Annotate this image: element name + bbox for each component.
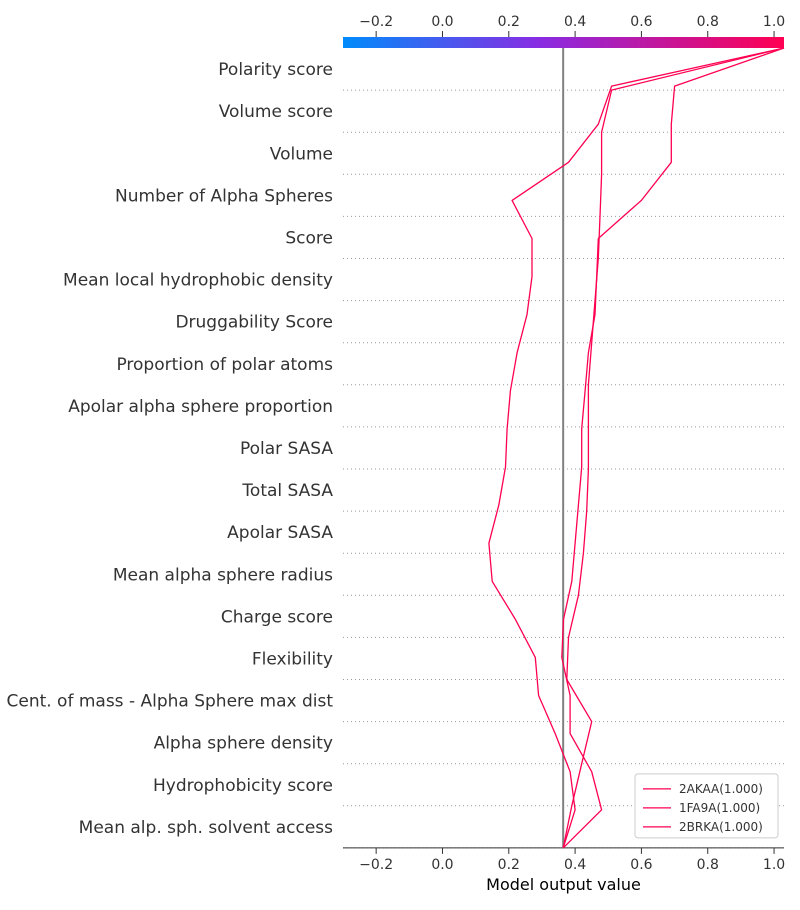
feature-label: Cent. of mass - Alpha Sphere max dist [6, 692, 333, 712]
series-line [562, 47, 785, 849]
top-tick-label: 0.4 [564, 14, 586, 30]
feature-label: Hydrophobicity score [153, 776, 333, 796]
top-axis: −0.2 0.0 0.2 0.4 0.6 0.8 1.0 [359, 14, 785, 37]
feature-label: Alpha sphere density [154, 734, 333, 754]
bottom-tick-label: 0.8 [697, 857, 719, 873]
colorbar [343, 37, 784, 48]
feature-label: Mean alpha sphere radius [113, 565, 333, 585]
bottom-tick-label: −0.2 [359, 857, 393, 873]
bottom-axis: −0.2 0.0 0.2 0.4 0.6 0.8 1.0 [343, 847, 785, 873]
legend-label: 2BRKA(1.000) [679, 820, 763, 834]
feature-label: Mean local hydrophobic density [63, 271, 333, 291]
bottom-tick-label: 1.0 [763, 857, 785, 873]
top-tick-label: 0.2 [498, 14, 520, 30]
feature-label: Mean alp. sph. solvent access [79, 818, 333, 838]
feature-label: Volume score [219, 102, 333, 122]
bottom-tick-label: 0.4 [564, 857, 586, 873]
feature-label: Charge score [221, 607, 333, 627]
feature-labels: Polarity score Volume score Volume Number o… [6, 60, 333, 838]
legend: 2AKAA(1.000) 1FA9A(1.000) 2BRKA(1.000) [634, 773, 779, 839]
feature-label: Volume [270, 144, 333, 164]
bottom-tick-label: 0.2 [498, 857, 520, 873]
top-tick-label: 0.0 [431, 14, 453, 30]
bottom-tick-label: 0.6 [630, 857, 652, 873]
series-line [561, 47, 785, 849]
series-lines [488, 47, 785, 849]
feature-label: Polar SASA [240, 439, 333, 459]
top-tick-label: 1.0 [763, 14, 785, 30]
x-axis-title: Model output value [486, 875, 641, 894]
feature-label: Total SASA [241, 481, 333, 501]
legend-label: 2AKAA(1.000) [679, 782, 763, 796]
top-tick-label: −0.2 [359, 14, 393, 30]
top-tick-label: 0.6 [630, 14, 652, 30]
feature-label: Polarity score [218, 60, 333, 80]
feature-label: Flexibility [252, 649, 333, 669]
series-line [488, 47, 785, 849]
feature-label: Proportion of polar atoms [116, 355, 333, 375]
feature-label: Number of Alpha Spheres [115, 186, 333, 206]
bottom-tick-label: 0.0 [431, 857, 453, 873]
feature-label: Apolar alpha sphere proportion [68, 397, 333, 417]
top-tick-label: 0.8 [697, 14, 719, 30]
legend-box [634, 773, 779, 839]
legend-label: 1FA9A(1.000) [679, 801, 760, 815]
feature-label: Score [285, 228, 333, 248]
feature-label: Druggability Score [175, 313, 333, 333]
feature-label: Apolar SASA [227, 523, 333, 543]
